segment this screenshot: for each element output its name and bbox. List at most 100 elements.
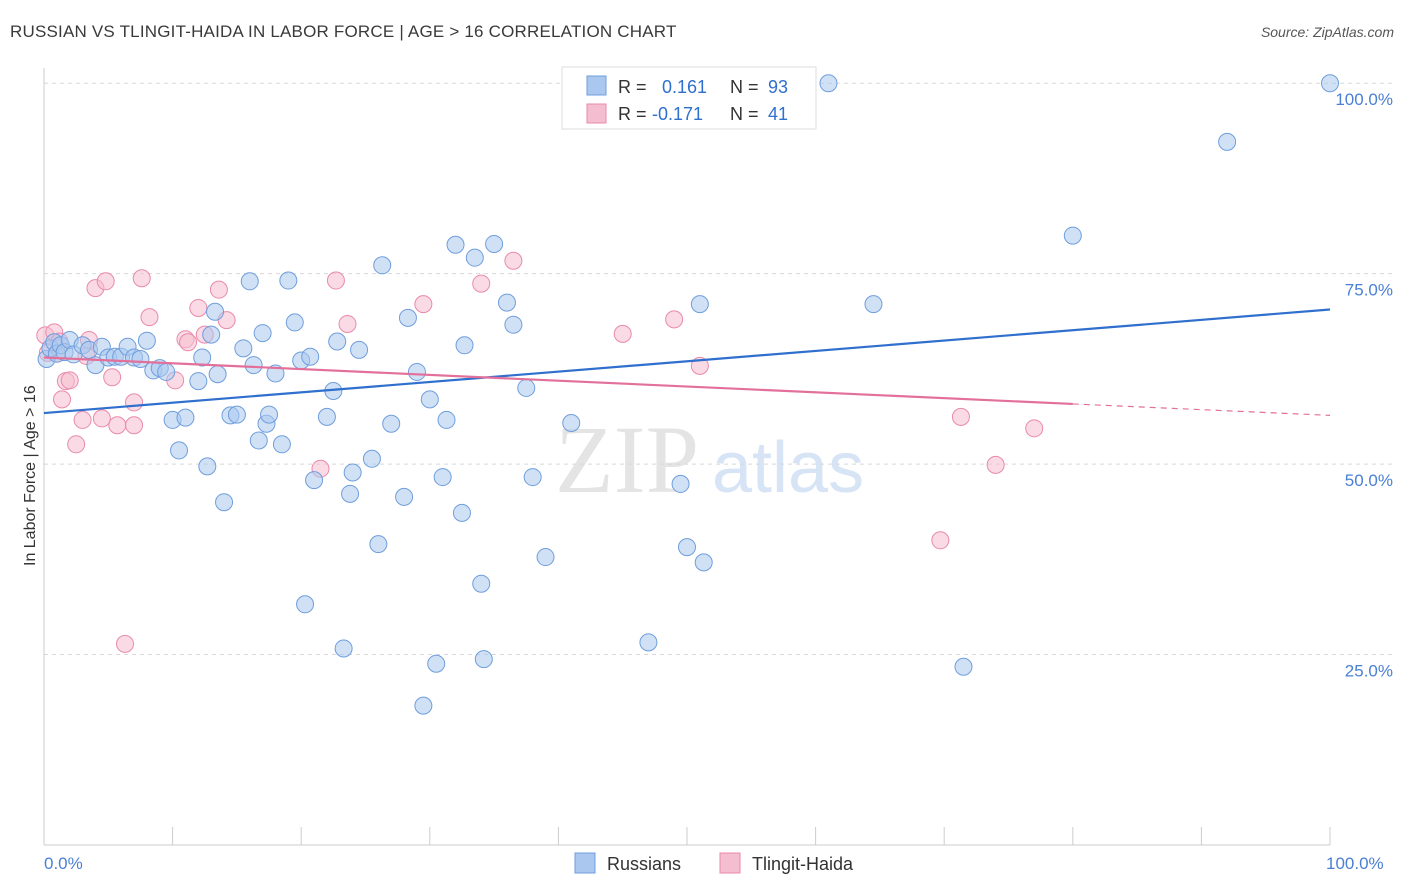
- russians-point-90: [1063, 226, 1082, 245]
- legend-russians-swatch: [586, 75, 607, 96]
- russians-point-51: [328, 332, 347, 351]
- russians-point-61: [398, 308, 417, 327]
- russians-point-37: [249, 431, 268, 450]
- russians-point-66: [433, 468, 452, 487]
- russians-points: [37, 74, 1339, 715]
- russians-point-21: [157, 362, 176, 381]
- tlingit-haida-point-14: [96, 272, 115, 291]
- tlingit-haida-point-17: [116, 634, 135, 653]
- tlingit-haida-point-38: [931, 531, 950, 550]
- y-tick-label-100: 100.0%: [1335, 90, 1393, 109]
- russians-point-40: [260, 405, 279, 424]
- y-tick-labels: 25.0% 50.0% 75.0% 100.0%: [1335, 90, 1393, 680]
- trend-lines: [43, 308, 1331, 416]
- russians-point-38: [253, 324, 272, 343]
- russians-point-26: [193, 348, 212, 367]
- bottom-legend-tlingit-label: Tlingit-Haida: [752, 854, 854, 874]
- russians-point-53: [341, 484, 360, 503]
- tlingit-haida-trend-line: [43, 356, 1073, 406]
- russians-point-68: [446, 235, 465, 254]
- russians-point-92: [1321, 74, 1339, 93]
- tlingit-haida-point-7: [60, 371, 79, 390]
- russians-point-44: [285, 313, 304, 332]
- correlation-legend: R = 0.161 N = 93 R = -0.171 N = 41: [561, 66, 817, 130]
- tlingit-haida-point-32: [414, 295, 433, 314]
- russians-point-43: [279, 271, 298, 290]
- x-tick-label-max: 100.0%: [1326, 854, 1384, 873]
- y-tick-label-50: 50.0%: [1345, 471, 1393, 490]
- russians-point-59: [382, 414, 401, 433]
- legend-tlingit-r-label: R =: [618, 104, 647, 124]
- russians-point-60: [395, 487, 414, 506]
- russians-point-83: [678, 538, 696, 557]
- tlingit-haida-point-21: [140, 308, 159, 327]
- tlingit-haida-point-15: [103, 368, 122, 387]
- russians-point-85: [694, 553, 713, 572]
- russians-point-80: [562, 413, 581, 432]
- tlingit-haida-point-40: [986, 455, 1005, 474]
- bottom-legend-russians-label: Russians: [607, 854, 681, 874]
- tlingit-haida-point-20: [132, 269, 151, 288]
- russians-point-62: [407, 362, 426, 381]
- russians-point-29: [206, 302, 225, 321]
- russians-point-33: [227, 405, 246, 424]
- tlingit-haida-trend-extension: [1072, 403, 1331, 416]
- russians-point-71: [465, 248, 484, 267]
- russians-point-17: [131, 349, 150, 368]
- bottom-legend-russians-swatch: [574, 852, 596, 874]
- russians-point-49: [317, 407, 336, 426]
- tlingit-haida-point-39: [951, 407, 970, 426]
- legend-tlingit-n-label: N =: [730, 104, 759, 124]
- russians-point-91: [1218, 132, 1237, 151]
- tlingit-haida-point-36: [665, 310, 684, 329]
- y-axis-label: In Labor Force | Age > 16: [22, 385, 39, 566]
- russians-point-30: [208, 365, 227, 384]
- russians-point-63: [414, 696, 433, 715]
- russians-point-64: [420, 390, 439, 409]
- russians-point-72: [472, 574, 491, 593]
- legend-tlingit-r-value: -0.171: [652, 104, 703, 124]
- source-credit: Source: ZipAtlas.com: [1260, 24, 1394, 40]
- russians-point-58: [373, 256, 392, 275]
- russians-point-88: [864, 295, 883, 314]
- russians-point-89: [954, 657, 973, 676]
- legend-tlingit-n-value: 41: [768, 104, 788, 124]
- legend-russians-n-label: N =: [730, 77, 759, 97]
- russians-point-67: [437, 410, 456, 429]
- russians-point-52: [334, 639, 353, 658]
- russians-point-47: [301, 347, 320, 366]
- russians-point-48: [305, 471, 324, 490]
- russians-point-84: [690, 295, 709, 314]
- tlingit-haida-point-13: [92, 409, 111, 428]
- russians-point-78: [523, 468, 542, 487]
- russians-point-73: [474, 650, 493, 669]
- tlingit-haida-point-30: [326, 271, 345, 290]
- russians-point-76: [504, 315, 523, 334]
- legend-russians-n-value: 93: [768, 77, 788, 97]
- russians-point-27: [198, 457, 217, 476]
- russians-point-35: [240, 272, 259, 291]
- legend-russians-r-value: 0.161: [662, 77, 707, 97]
- tlingit-haida-point-19: [125, 393, 144, 412]
- legend-russians-r-label: R =: [618, 77, 647, 97]
- russians-point-82: [671, 474, 690, 493]
- russians-point-23: [170, 441, 189, 460]
- russians-point-65: [427, 654, 446, 673]
- tlingit-haida-point-41: [1025, 419, 1044, 438]
- russians-trend-line: [43, 308, 1331, 415]
- russians-point-56: [362, 449, 381, 468]
- legend-tlingit-swatch: [586, 103, 607, 124]
- tlingit-haida-point-8: [67, 435, 86, 454]
- tlingit-haida-point-5: [53, 390, 72, 409]
- watermark-atlas: atlas: [712, 428, 864, 508]
- russians-point-79: [536, 548, 555, 567]
- russians-point-28: [202, 325, 221, 344]
- russians-point-81: [639, 633, 658, 652]
- russians-point-55: [350, 340, 369, 359]
- tlingit-haida-points: [36, 251, 1044, 653]
- russians-point-42: [272, 435, 291, 454]
- tlingit-haida-point-18: [125, 416, 144, 435]
- russians-point-75: [497, 293, 516, 312]
- russians-point-18: [137, 331, 156, 350]
